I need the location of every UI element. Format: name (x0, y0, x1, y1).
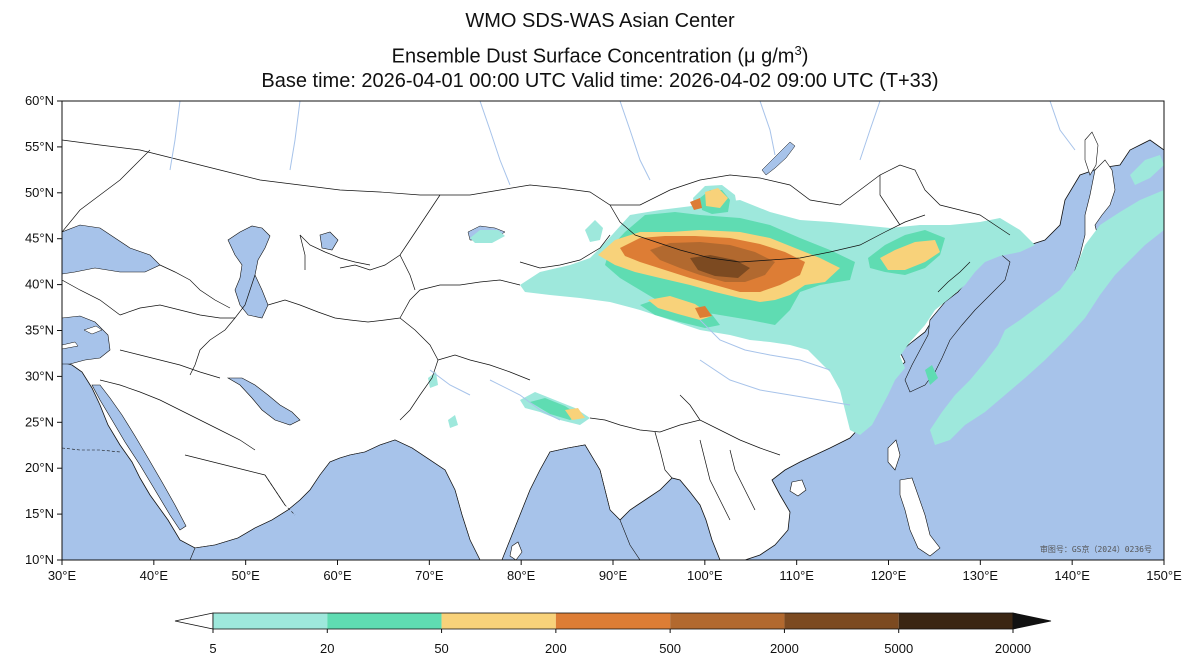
longitude-axis: 30°E 40°E 50°E 60°E 70°E 80°E 90°E 100°E 110°E 12… (48, 560, 1182, 583)
time-info: Base time: 2026-04-01 00:00 UTC Valid ti… (261, 70, 939, 92)
subtitle-text: Ensemble Dust Surface Concentration ( (391, 45, 745, 68)
lat-tick-label: 30°N (25, 368, 54, 383)
lat-tick-label: 50°N (25, 185, 54, 200)
lat-tick-label: 40°N (25, 277, 54, 292)
subtitle-close: ) (801, 45, 809, 68)
lat-tick-label: 55°N (25, 139, 54, 154)
arabian-sea (189, 439, 481, 560)
lat-tick-label: 15°N (25, 506, 54, 521)
approval-number: 审图号：GS京（2024）0236号 (1040, 544, 1152, 554)
lon-tick-label: 120°E (871, 568, 907, 583)
lat-tick-label: 10°N (25, 552, 54, 567)
colorbar-segment (784, 613, 899, 629)
colorbar-label: 5000 (884, 641, 913, 656)
lon-tick-label: 90°E (599, 568, 628, 583)
caspian-sea (227, 225, 271, 319)
sri-lanka (509, 541, 523, 560)
lat-tick-label: 45°N (25, 231, 54, 246)
hainan (789, 479, 807, 497)
lat-tick-label: 20°N (25, 460, 54, 475)
lat-tick-label: 35°N (25, 323, 54, 338)
lat-tick-label: 25°N (25, 414, 54, 429)
chart-subtitle: Ensemble Dust Surface Concentration (μ g… (0, 38, 1200, 70)
lon-tick-label: 30°E (48, 568, 77, 583)
persian-gulf (226, 377, 301, 426)
sakhalin (1084, 131, 1099, 176)
lon-tick-label: 80°E (507, 568, 536, 583)
lon-tick-label: 50°E (231, 568, 260, 583)
lon-tick-label: 130°E (963, 568, 999, 583)
colorbar-frame (212, 612, 1014, 630)
colorbar-segment (555, 613, 671, 629)
colorbar-label: 20000 (995, 641, 1031, 656)
lon-tick-label: 100°E (687, 568, 723, 583)
bay-of-bengal (501, 444, 641, 560)
country-borders (62, 139, 1011, 521)
lat-tick-label: 60°N (25, 93, 54, 108)
crete (62, 341, 79, 350)
aral-sea (319, 231, 339, 251)
colorbar-segment (213, 613, 328, 629)
unit-text: μ g/m (744, 45, 795, 68)
lon-tick-label: 70°E (415, 568, 444, 583)
colorbar-label: 200 (545, 641, 567, 656)
disputed-borders (62, 447, 296, 516)
colorbar: 5 20 50 200 500 2000 5000 20000 (174, 612, 1052, 656)
map-area: 审图号：GS京（2024）0236号 (62, 101, 1164, 560)
colorbar-over-arrow (1012, 612, 1052, 630)
colorbar-label: 50 (434, 641, 448, 656)
lon-tick-label: 60°E (323, 568, 352, 583)
colorbar-label: 500 (659, 641, 681, 656)
red-sea (91, 384, 187, 531)
colorbar-label: 20 (320, 641, 334, 656)
lon-tick-label: 40°E (140, 568, 169, 583)
lon-tick-label: 140°E (1054, 568, 1090, 583)
colorbar-segment (898, 613, 1013, 629)
colorbar-segment (327, 613, 442, 629)
colorbar-label: 5 (209, 641, 216, 656)
colorbar-segment (441, 613, 556, 629)
philippines (899, 477, 941, 557)
chart-title: WMO SDS-WAS Asian Center (465, 10, 735, 32)
colorbar-label: 2000 (770, 641, 799, 656)
dust-layer-2000 (690, 255, 750, 278)
rivers (169, 101, 1076, 421)
lon-tick-label: 110°E (779, 568, 814, 583)
taiwan (887, 439, 901, 471)
lon-tick-label: 150°E (1146, 568, 1182, 583)
colorbar-under-arrow (174, 612, 214, 630)
unit-superscript: 3 (794, 43, 802, 58)
latitude-axis: 60°N 55°N 50°N 45°N 40°N 35°N 30°N 25°N 20°N 15°N… (25, 93, 62, 567)
cyprus (83, 325, 103, 335)
lake-baikal (761, 141, 796, 176)
colorbar-segment (670, 613, 785, 629)
